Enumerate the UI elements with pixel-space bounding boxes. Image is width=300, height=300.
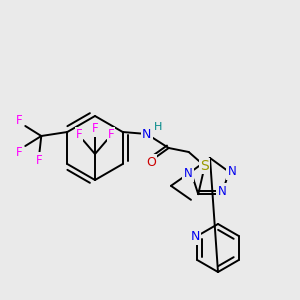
Text: N: N [218,185,226,198]
Text: F: F [16,146,22,158]
Text: F: F [36,154,43,166]
Text: N: N [228,165,236,178]
Text: H: H [154,122,162,132]
Text: F: F [92,122,98,136]
Text: O: O [146,155,156,169]
Text: S: S [200,159,209,173]
Text: F: F [76,128,82,142]
Text: N: N [142,128,152,140]
Text: F: F [108,128,114,142]
Text: N: N [184,167,192,180]
Text: F: F [16,113,22,127]
Text: N: N [190,230,200,244]
